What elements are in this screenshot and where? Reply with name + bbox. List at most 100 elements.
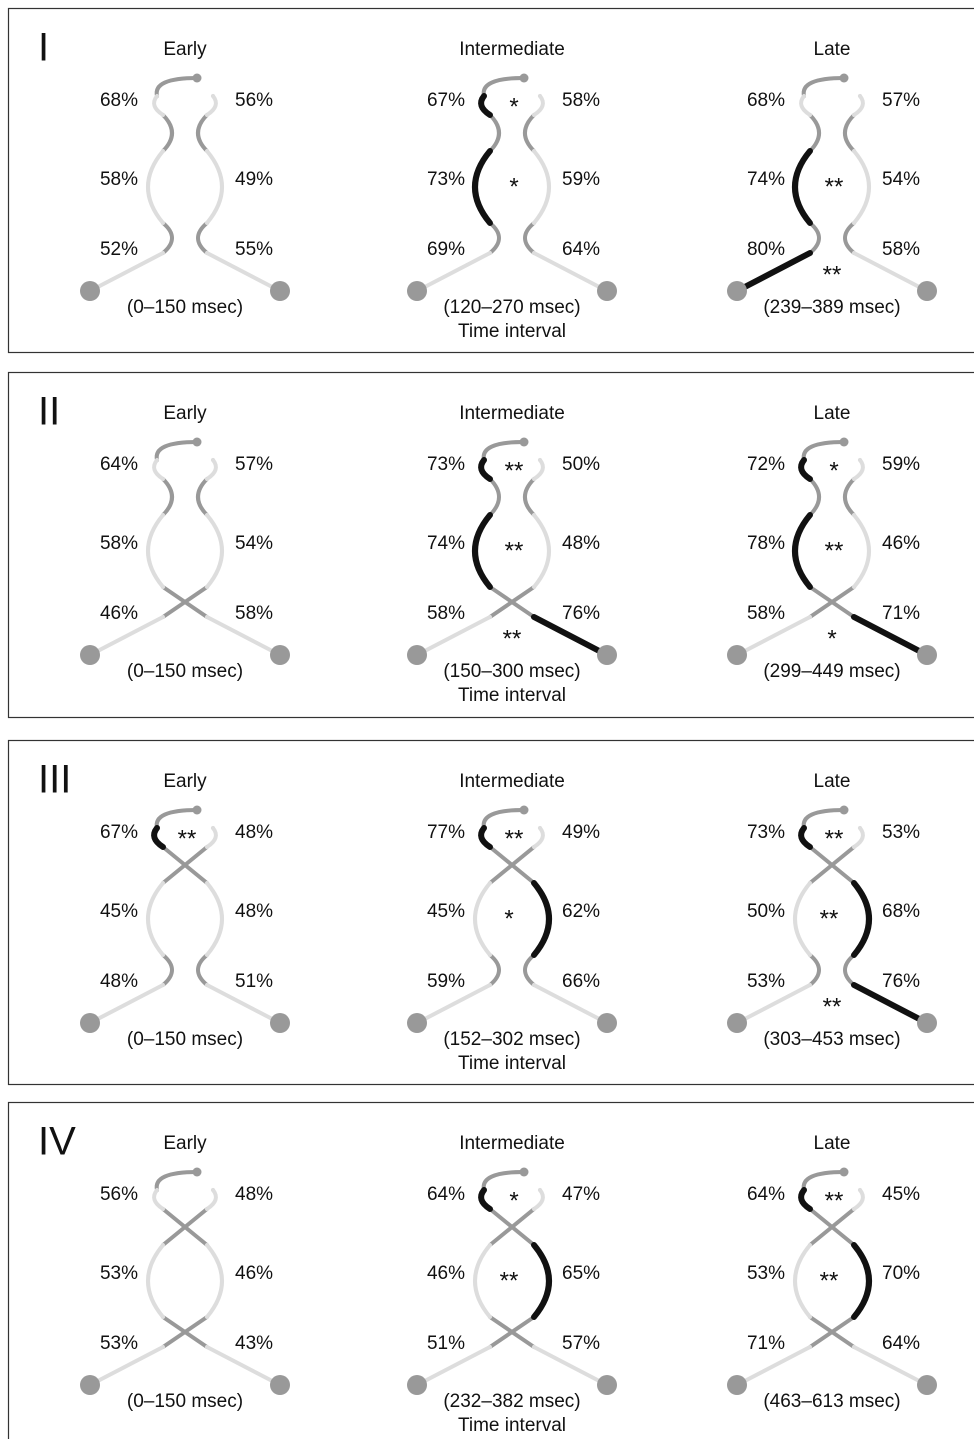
strand (523, 953, 536, 987)
right-percent: 76% (882, 971, 920, 992)
left-percent: 80% (747, 239, 785, 260)
strand (88, 1345, 165, 1387)
significance: * (827, 625, 836, 652)
left-percent: 67% (100, 822, 138, 843)
right-percent: 45% (882, 1184, 920, 1205)
left-percent: 53% (100, 1333, 138, 1354)
diagram-title: Intermediate (459, 403, 565, 424)
hook-ball (519, 805, 529, 815)
strand (154, 1170, 199, 1192)
end-ball (917, 1375, 937, 1395)
end-ball (727, 1013, 747, 1033)
end-ball (270, 645, 290, 665)
end-ball (407, 1375, 427, 1395)
left-percent: 56% (100, 1184, 138, 1205)
left-percent: 59% (427, 971, 465, 992)
axis-label: Time interval (458, 321, 566, 342)
strand (798, 825, 813, 850)
strand (473, 1243, 492, 1319)
significance: ** (178, 825, 197, 852)
left-percent: 72% (747, 454, 785, 475)
strand (146, 149, 165, 225)
left-percent: 64% (427, 1184, 465, 1205)
strand (798, 1187, 813, 1212)
strand (488, 953, 501, 987)
right-percent: 54% (882, 169, 920, 190)
strand (161, 477, 174, 517)
diagram-title: Late (814, 771, 851, 792)
strand (161, 113, 174, 153)
end-ball (80, 645, 100, 665)
strand (852, 251, 929, 293)
end-ball (270, 281, 290, 301)
left-percent: 64% (747, 1184, 785, 1205)
significance: * (509, 1187, 518, 1214)
left-percent: 74% (427, 533, 465, 554)
strand (415, 615, 492, 657)
left-percent: 53% (100, 1263, 138, 1284)
strand (205, 458, 218, 481)
strand (415, 1345, 492, 1387)
strand (852, 826, 865, 849)
right-percent: 68% (882, 901, 920, 922)
strand (154, 440, 199, 462)
strand (808, 1207, 856, 1247)
strand (851, 880, 872, 958)
end-ball (727, 645, 747, 665)
significance: ** (820, 1267, 839, 1294)
right-percent: 53% (882, 822, 920, 843)
strand (196, 953, 209, 987)
strand (478, 457, 493, 482)
right-percent: 65% (562, 1263, 600, 1284)
diagram-title: Intermediate (459, 39, 565, 60)
left-percent: 46% (427, 1263, 465, 1284)
strand (161, 953, 174, 987)
strand (808, 1315, 856, 1349)
end-ball (597, 1013, 617, 1033)
strand (205, 251, 282, 293)
strand (808, 953, 821, 987)
end-ball (727, 1375, 747, 1395)
strand (196, 221, 209, 255)
panel-border (7, 371, 974, 719)
right-percent: 57% (882, 90, 920, 111)
strand (532, 149, 551, 225)
strand (532, 251, 609, 293)
left-percent: 77% (427, 822, 465, 843)
strand (488, 1207, 536, 1247)
strand (161, 1315, 209, 1349)
left-percent: 73% (747, 822, 785, 843)
panel-label: IV (38, 1120, 76, 1164)
right-percent: 48% (235, 901, 273, 922)
strand (808, 113, 821, 153)
interval: (0–150 msec) (127, 297, 243, 318)
left-percent: 71% (747, 1333, 785, 1354)
hook-ball (839, 437, 849, 447)
strand (472, 148, 493, 226)
strand (488, 113, 501, 153)
panel-label: II (38, 390, 60, 434)
interval: (150–300 msec) (443, 661, 580, 682)
strand (799, 94, 812, 117)
strand (205, 1243, 224, 1319)
hook-ball (192, 1167, 202, 1177)
axis-label: Time interval (458, 1415, 566, 1436)
left-percent: 52% (100, 239, 138, 260)
significance: ** (505, 457, 524, 484)
strand (488, 845, 536, 885)
significance: * (509, 93, 518, 120)
strand (152, 1188, 165, 1211)
significance: ** (505, 825, 524, 852)
hook-ball (519, 1167, 529, 1177)
panel-border (7, 1101, 974, 1439)
end-ball (407, 1013, 427, 1033)
significance: * (509, 173, 518, 200)
right-percent: 62% (562, 901, 600, 922)
strand (523, 221, 536, 255)
right-percent: 55% (235, 239, 273, 260)
diagram-title: Late (814, 403, 851, 424)
strand (196, 477, 209, 517)
strand (852, 1188, 865, 1211)
right-percent: 59% (562, 169, 600, 190)
